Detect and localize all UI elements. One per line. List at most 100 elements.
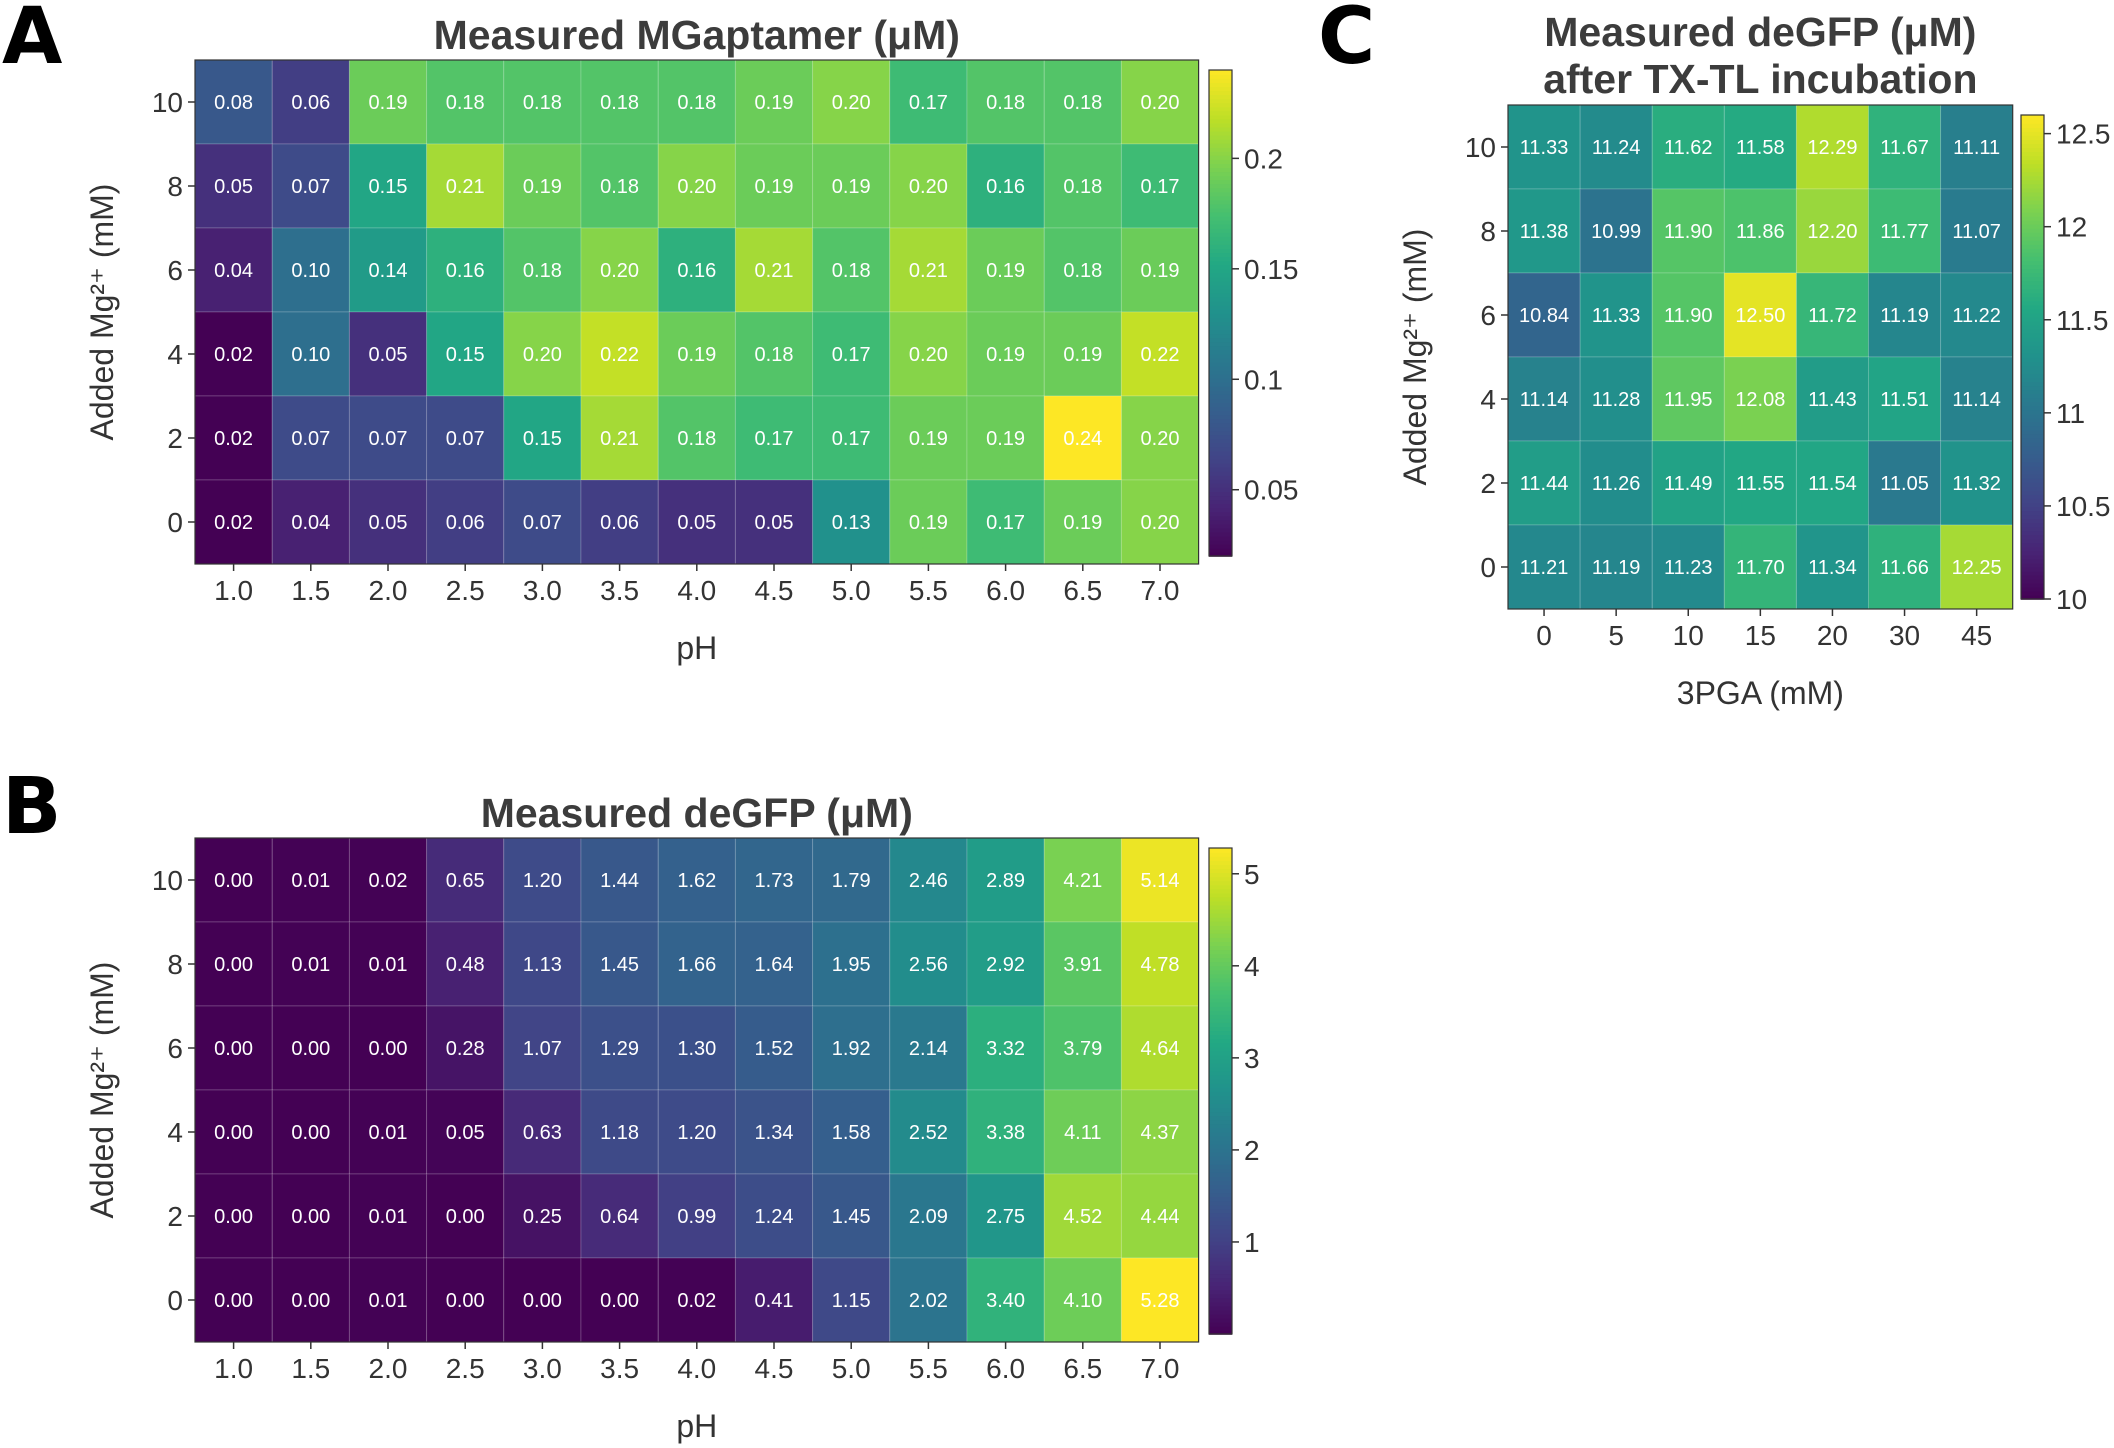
colorbar-segment: [2021, 332, 2044, 338]
colorbar-segment: [2021, 554, 2044, 560]
x-tick-label: 10: [1673, 620, 1704, 651]
heatmap-cell: [889, 921, 968, 1007]
cell-value-label: 11.11: [1953, 137, 2000, 159]
colorbar-segment: [1209, 852, 1232, 857]
colorbar-segment: [1209, 1317, 1232, 1323]
x-tick-label: 4.0: [677, 1353, 716, 1384]
cell-value-label: 0.18: [832, 260, 871, 282]
cell-value-label: 0.28: [446, 1038, 485, 1060]
colorbar-segment: [2021, 490, 2044, 495]
chart-title-line2: after TX-TL incubation: [1543, 56, 1977, 102]
cell-value-label: 1.92: [832, 1038, 871, 1060]
colorbar-segment: [2021, 284, 2044, 290]
colorbar-segment: [2021, 413, 2044, 419]
heatmap-cell: [580, 921, 659, 1007]
cell-value-label: 2.46: [909, 870, 948, 892]
x-tick-label: 2.5: [446, 575, 485, 606]
heatmap-cell: [503, 311, 582, 397]
heatmap-panel-c: Measured deGFP (μM)after TX-TL incubatio…: [1397, 9, 2111, 711]
colorbar-segment: [2021, 135, 2044, 140]
colorbar-segment: [1209, 1224, 1232, 1230]
colorbar-segment: [1209, 142, 1232, 148]
colorbar-segment: [2021, 308, 2044, 314]
cell-value-label: 11.90: [1664, 221, 1713, 243]
colorbar-tick-label: 2: [1244, 1135, 1260, 1166]
heatmap-cell: [657, 479, 736, 565]
cell-value-label: 11.72: [1808, 305, 1857, 327]
colorbar-segment: [2021, 510, 2044, 516]
heatmap-cell: [734, 311, 814, 397]
heatmap-cell: [348, 1173, 428, 1259]
colorbar-segment: [1209, 313, 1232, 318]
heatmap-cell: [503, 395, 582, 481]
colorbar-segment: [1209, 848, 1232, 853]
colorbar-segment: [1209, 1030, 1232, 1036]
colorbar-segment: [2021, 300, 2044, 306]
cell-value-label: 11.58: [1736, 137, 1785, 159]
y-tick-label: 4: [1480, 384, 1496, 415]
colorbar-segment: [2021, 324, 2044, 330]
cell-value-label: 0.18: [755, 344, 794, 366]
x-tick-label: 7.0: [1141, 575, 1180, 606]
cell-value-label: 0.17: [909, 92, 948, 114]
cell-value-label: 0.18: [600, 176, 639, 198]
y-axis-label: Added Mg²⁺ (mM): [84, 962, 120, 1219]
cell-value-label: 0.06: [600, 512, 639, 534]
heatmap-cell: [1043, 1257, 1122, 1343]
cell-value-label: 0.07: [369, 428, 408, 450]
cell-value-label: 1.24: [755, 1206, 794, 1228]
cell-value-label: 0.19: [1063, 512, 1102, 534]
colorbar-segment: [2021, 361, 2044, 366]
colorbar-segment: [1209, 1180, 1232, 1185]
colorbar-segment: [1209, 1086, 1232, 1092]
heatmap-cell: [194, 311, 273, 397]
colorbar-segment: [2021, 344, 2044, 350]
colorbar-segment: [1209, 244, 1232, 249]
colorbar-segment: [1209, 317, 1232, 322]
cell-value-label: 11.33: [1520, 137, 1569, 159]
colorbar-segment: [1209, 1095, 1232, 1100]
colorbar-segment: [2021, 227, 2044, 233]
cell-value-label: 0.19: [1141, 260, 1180, 282]
colorbar-segment: [2021, 498, 2044, 503]
colorbar-segment: [1209, 941, 1232, 946]
colorbar-segment: [1209, 264, 1232, 270]
colorbar-segment: [1209, 203, 1232, 209]
cell-value-label: 0.18: [1063, 260, 1102, 282]
cell-value-label: 11.05: [1880, 473, 1929, 495]
colorbar-segment: [2021, 296, 2044, 302]
colorbar-segment: [1209, 1228, 1232, 1234]
colorbar-tick-label: 0.15: [1244, 254, 1299, 285]
cell-value-label: 1.62: [677, 870, 716, 892]
cell-value-label: 0.02: [677, 1290, 716, 1312]
colorbar-segment: [1209, 483, 1232, 488]
x-axis-label: 3PGA (mM): [1677, 675, 1844, 711]
colorbar-segment: [1209, 1188, 1232, 1194]
colorbar-segment: [2021, 316, 2044, 322]
heatmap-cell: [657, 227, 736, 313]
x-tick-label: 6.5: [1063, 1353, 1102, 1384]
cell-value-label: 0.06: [291, 92, 330, 114]
cell-value-label: 0.48: [446, 954, 485, 976]
cell-value-label: 1.66: [677, 954, 716, 976]
heatmap-cell: [426, 143, 505, 229]
colorbar-segment: [2021, 506, 2044, 512]
colorbar-segment: [1209, 175, 1232, 181]
colorbar-segment: [2021, 223, 2044, 229]
cell-value-label: 0.16: [677, 260, 716, 282]
heatmap-cell: [1651, 188, 1725, 274]
colorbar-segment: [1209, 929, 1232, 934]
colorbar-segment: [1209, 199, 1232, 205]
colorbar-segment: [1209, 1066, 1232, 1072]
cell-value-label: 1.52: [755, 1038, 794, 1060]
cell-value-label: 1.30: [677, 1038, 716, 1060]
heatmap-cell: [1868, 524, 1942, 610]
cell-value-label: 0.00: [214, 1290, 253, 1312]
heatmap-cell: [734, 59, 814, 145]
cell-value-label: 0.17: [832, 344, 871, 366]
heatmap-cell: [580, 479, 659, 565]
colorbar-segment: [1209, 1135, 1232, 1141]
colorbar-segment: [1209, 1257, 1232, 1262]
colorbar-segment: [1209, 543, 1232, 549]
colorbar-tick-label: 12: [2056, 212, 2087, 243]
